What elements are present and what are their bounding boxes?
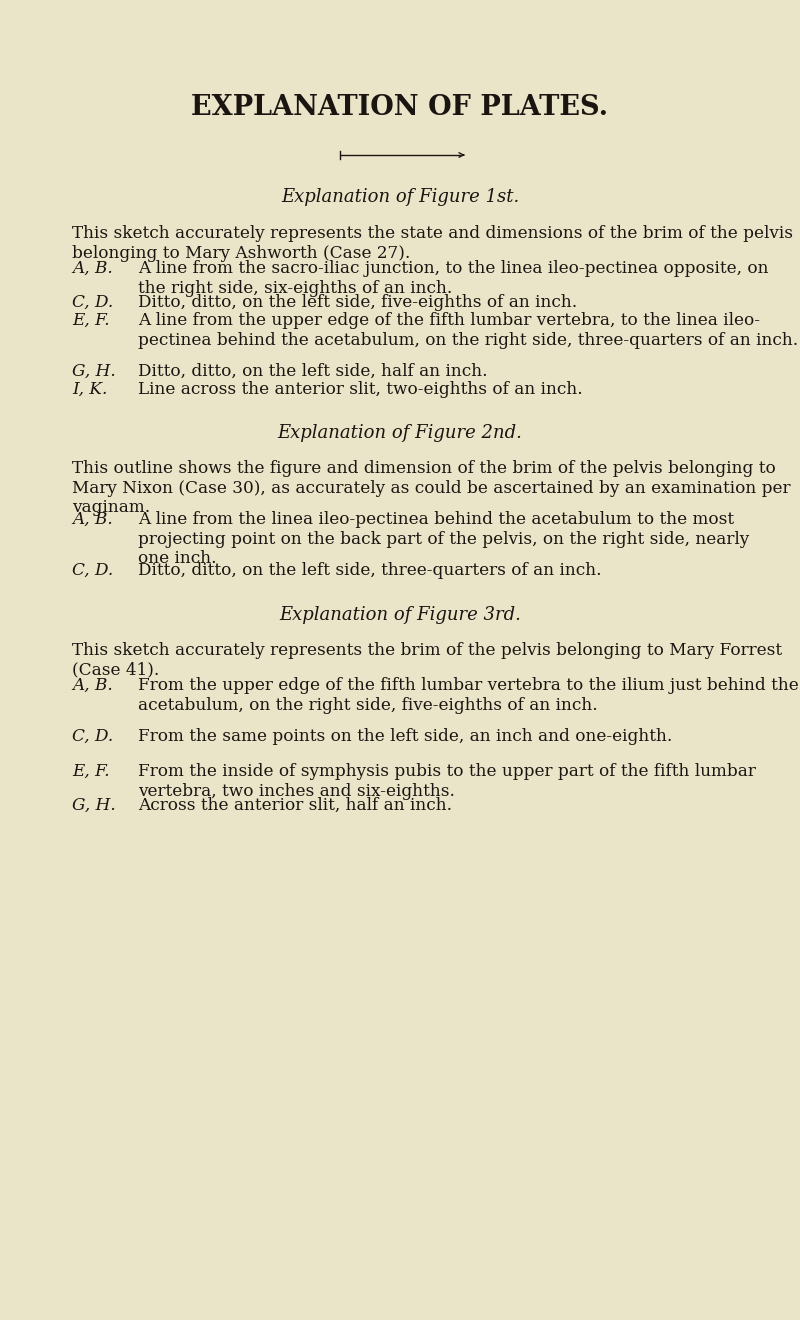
Text: Explanation of Figure 2nd.: Explanation of Figure 2nd. xyxy=(278,424,522,442)
Text: G, H.: G, H. xyxy=(72,797,116,814)
Text: A, B.: A, B. xyxy=(72,511,113,528)
Text: A line from the upper edge of the fifth lumbar vertebra, to the linea ileo-: A line from the upper edge of the fifth … xyxy=(138,312,760,329)
Text: This sketch accurately represents the brim of the pelvis belonging to Mary Forre: This sketch accurately represents the br… xyxy=(72,642,782,659)
Text: A line from the linea ileo-pectinea behind the acetabulum to the most: A line from the linea ileo-pectinea behi… xyxy=(138,511,734,528)
Text: C, D.: C, D. xyxy=(72,294,114,312)
Text: Across the anterior slit, half an inch.: Across the anterior slit, half an inch. xyxy=(138,797,452,814)
Text: This sketch accurately represents the state and dimensions of the brim of the pe: This sketch accurately represents the st… xyxy=(72,224,793,242)
Text: E, F.: E, F. xyxy=(72,763,110,780)
Text: A, B.: A, B. xyxy=(72,260,113,277)
Text: This outline shows the figure and dimension of the brim of the pelvis belonging : This outline shows the figure and dimens… xyxy=(72,459,776,477)
Text: pectinea behind the acetabulum, on the right side, three-quarters of an inch.: pectinea behind the acetabulum, on the r… xyxy=(138,331,798,348)
Text: Explanation of Figure 1st.: Explanation of Figure 1st. xyxy=(281,187,519,206)
Text: Ditto, ditto, on the left side, half an inch.: Ditto, ditto, on the left side, half an … xyxy=(138,363,488,380)
Text: acetabulum, on the right side, five-eighths of an inch.: acetabulum, on the right side, five-eigh… xyxy=(138,697,598,714)
Text: Explanation of Figure 3rd.: Explanation of Figure 3rd. xyxy=(279,606,521,624)
Text: the right side, six-eighths of an inch.: the right side, six-eighths of an inch. xyxy=(138,280,452,297)
Text: Line across the anterior slit, two-eighths of an inch.: Line across the anterior slit, two-eight… xyxy=(138,381,582,399)
Text: EXPLANATION OF PLATES.: EXPLANATION OF PLATES. xyxy=(191,94,609,121)
Text: projecting point on the back part of the pelvis, on the right side, nearly: projecting point on the back part of the… xyxy=(138,531,750,548)
Text: A, B.: A, B. xyxy=(72,677,113,694)
Text: A line from the sacro-iliac junction, to the linea ileo-pectinea opposite, on: A line from the sacro-iliac junction, to… xyxy=(138,260,769,277)
Text: C, D.: C, D. xyxy=(72,729,114,744)
Text: G, H.: G, H. xyxy=(72,363,116,380)
Text: (Case 41).: (Case 41). xyxy=(72,661,159,678)
Text: Mary Nixon (Case 30), as accurately as could be ascertained by an examination pe: Mary Nixon (Case 30), as accurately as c… xyxy=(72,479,790,496)
Text: From the inside of symphysis pubis to the upper part of the fifth lumbar: From the inside of symphysis pubis to th… xyxy=(138,763,756,780)
Text: I, K.: I, K. xyxy=(72,381,107,399)
Text: E, F.: E, F. xyxy=(72,312,110,329)
Text: From the upper edge of the fifth lumbar vertebra to the ilium just behind the: From the upper edge of the fifth lumbar … xyxy=(138,677,798,694)
Text: Ditto, ditto, on the left side, three-quarters of an inch.: Ditto, ditto, on the left side, three-qu… xyxy=(138,562,602,579)
Text: vaginam.: vaginam. xyxy=(72,499,150,516)
Text: From the same points on the left side, an inch and one-eighth.: From the same points on the left side, a… xyxy=(138,729,672,744)
Text: C, D.: C, D. xyxy=(72,562,114,579)
Text: belonging to Mary Ashworth (Case 27).: belonging to Mary Ashworth (Case 27). xyxy=(72,244,410,261)
Text: one inch.: one inch. xyxy=(138,550,217,568)
Text: Ditto, ditto, on the left side, five-eighths of an inch.: Ditto, ditto, on the left side, five-eig… xyxy=(138,294,578,312)
Text: vertebra, two inches and six-eighths.: vertebra, two inches and six-eighths. xyxy=(138,783,455,800)
